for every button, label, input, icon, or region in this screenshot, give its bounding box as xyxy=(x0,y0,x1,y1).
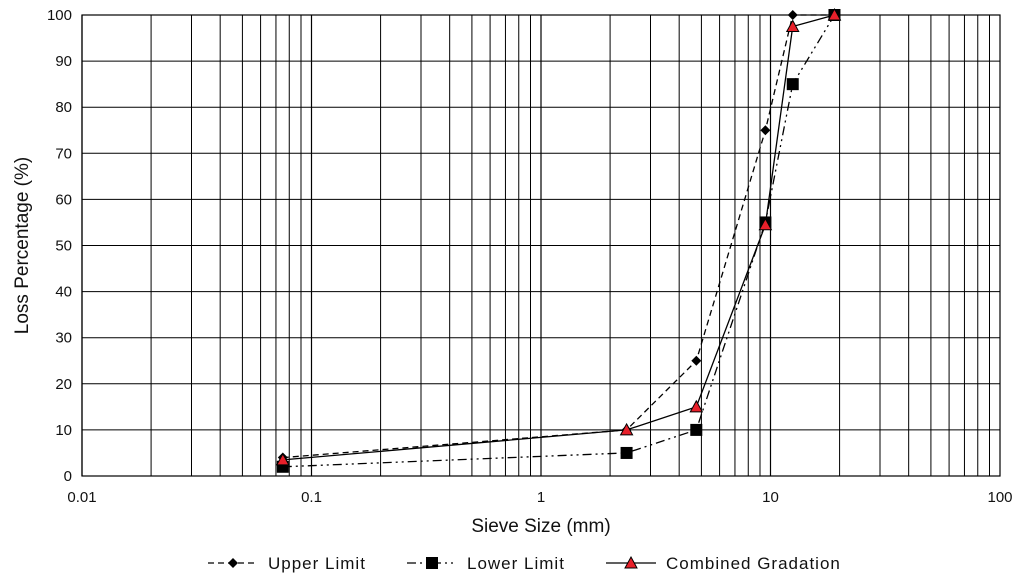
triangle-marker xyxy=(275,452,290,466)
y-axis-title: Loss Percentage (%) xyxy=(12,157,33,334)
y-tick-label: 30 xyxy=(55,330,72,347)
y-tick-label: 40 xyxy=(55,284,72,301)
legend: Upper Limit Lower Limit Combined Gradation xyxy=(208,554,841,573)
triangle-marker xyxy=(758,217,773,231)
series-layer xyxy=(275,7,842,473)
series-lower-limit xyxy=(276,9,841,473)
diamond-marker xyxy=(228,558,238,568)
x-tick-label: 0.1 xyxy=(301,489,322,506)
diamond-marker xyxy=(787,10,798,20)
square-marker xyxy=(786,78,799,91)
x-tick-label: 100 xyxy=(987,489,1012,506)
legend-label: Upper Limit xyxy=(268,554,366,573)
x-tick-label: 10 xyxy=(762,489,779,506)
triangle-marker xyxy=(827,7,842,21)
square-marker xyxy=(690,423,703,436)
legend-label: Combined Gradation xyxy=(666,554,841,573)
y-tick-label: 80 xyxy=(55,99,72,116)
y-tick-label: 70 xyxy=(55,145,72,162)
tick-labels: 0 10 20 30 40 50 60 70 80 90 100 0.01 0.1 1 10 100 xyxy=(47,7,1013,506)
series-line xyxy=(282,14,835,461)
y-tick-label: 60 xyxy=(55,191,72,208)
diamond-marker xyxy=(760,125,771,136)
y-tick-label: 50 xyxy=(55,238,72,255)
y-tick-label: 100 xyxy=(47,7,72,24)
triangle-marker xyxy=(624,555,638,569)
x-tick-label: 1 xyxy=(537,489,545,506)
x-axis-title: Sieve Size (mm) xyxy=(471,516,610,537)
y-tick-label: 0 xyxy=(64,468,72,485)
square-marker xyxy=(620,446,633,459)
triangle-marker xyxy=(689,399,704,413)
legend-label: Lower Limit xyxy=(467,554,565,573)
triangle-marker xyxy=(785,19,800,33)
x-tick-label: 0.01 xyxy=(67,489,96,506)
square-marker xyxy=(426,557,438,569)
triangle-marker xyxy=(619,422,634,436)
series-upper-limit xyxy=(277,10,840,463)
series-combined-gradation xyxy=(275,7,842,466)
series-line xyxy=(282,14,835,459)
y-tick-label: 90 xyxy=(55,53,72,70)
grid-lines xyxy=(81,14,1000,477)
plot-area-border xyxy=(81,14,1001,477)
y-tick-label: 10 xyxy=(55,422,72,439)
y-tick-label: 20 xyxy=(55,376,72,393)
diamond-marker xyxy=(691,355,702,366)
series-line xyxy=(282,14,836,468)
